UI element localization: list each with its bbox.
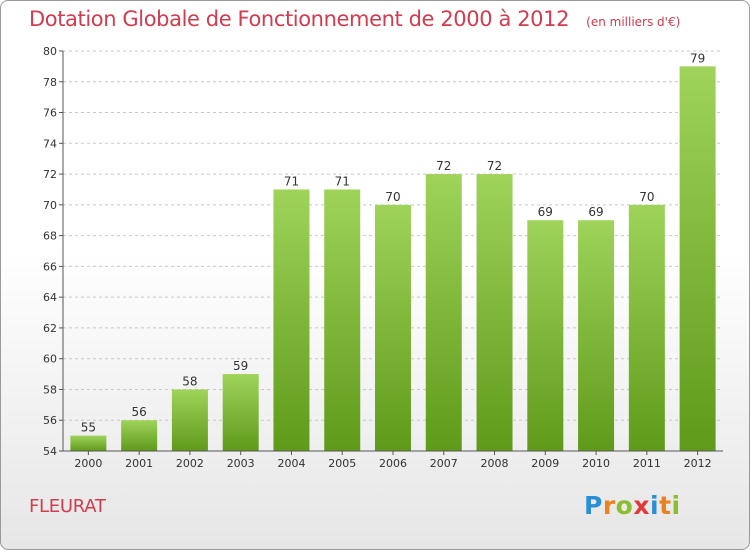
y-tick-label: 72 — [43, 168, 57, 181]
logo-letter: t — [659, 491, 672, 520]
logo-letter: x — [633, 491, 650, 520]
logo-letter: i — [650, 491, 660, 520]
logo-letter: i — [671, 491, 681, 520]
bar — [425, 174, 462, 452]
data-label: 72 — [436, 159, 451, 173]
bar — [273, 189, 310, 451]
commune-name: FLEURAT — [29, 496, 106, 517]
bar — [222, 374, 259, 451]
y-tick-label: 78 — [43, 76, 57, 89]
data-label: 69 — [538, 205, 553, 219]
x-tick-label: 2005 — [328, 457, 356, 470]
logo-letter: r — [602, 491, 616, 520]
data-label: 79 — [690, 51, 705, 65]
x-tick-label: 2006 — [379, 457, 407, 470]
x-tick-label: 2008 — [481, 457, 509, 470]
data-label: 58 — [182, 374, 197, 388]
data-label: 69 — [588, 205, 603, 219]
x-tick-label: 2001 — [125, 457, 153, 470]
data-label: 71 — [335, 174, 350, 188]
bars — [70, 66, 716, 452]
data-label: 70 — [385, 190, 400, 204]
x-tick-label: 2009 — [531, 457, 559, 470]
data-label: 71 — [284, 174, 299, 188]
data-label: 72 — [487, 159, 502, 173]
bar — [375, 204, 411, 451]
chart-title: Dotation Globale de Fonctionnement de 20… — [29, 7, 570, 31]
bar — [121, 420, 158, 451]
bar — [171, 389, 208, 451]
bar — [679, 66, 716, 451]
logo-letter: o — [615, 491, 634, 520]
bar — [70, 435, 107, 451]
data-label: 59 — [233, 359, 248, 373]
y-tick-label: 58 — [43, 383, 57, 396]
y-tick-label: 56 — [43, 414, 57, 427]
y-tick-label: 60 — [43, 353, 57, 366]
y-tick-label: 68 — [43, 230, 57, 243]
x-tick-label: 2003 — [227, 457, 255, 470]
logo-letter: P — [584, 491, 603, 520]
proxiti-logo: Proxiti — [584, 491, 681, 520]
bar — [476, 174, 513, 452]
y-tick-label: 62 — [43, 322, 57, 335]
x-tick-label: 2012 — [684, 457, 712, 470]
bar — [628, 204, 665, 451]
axes — [62, 51, 723, 452]
x-tick-label: 2010 — [582, 457, 610, 470]
x-tick-label: 2000 — [74, 457, 102, 470]
bar — [527, 220, 564, 451]
x-tick-label: 2011 — [633, 457, 661, 470]
y-tick-label: 74 — [43, 137, 57, 150]
y-tick-label: 66 — [43, 260, 57, 273]
bar — [324, 189, 361, 451]
y-tick-label: 64 — [43, 291, 57, 304]
chart-title-block: Dotation Globale de Fonctionnement de 20… — [29, 7, 680, 31]
y-tick-label: 80 — [43, 45, 57, 58]
y-axis-ticks: 54 56 58 60 62 64 66 68 70 72 74 76 78 80 — [43, 45, 63, 458]
bar — [578, 220, 615, 451]
chart-unit: (en milliers d'€) — [586, 15, 681, 29]
x-axis-ticks: 2000 2001 2002 2003 2004 2005 2006 2007 2008 2009… — [74, 451, 712, 470]
x-tick-label: 2002 — [176, 457, 204, 470]
data-label: 55 — [81, 421, 96, 435]
data-labels: 55 56 58 59 71 71 70 72 72 69 69 70 79 — [81, 51, 706, 434]
y-tick-label: 70 — [43, 199, 57, 212]
y-tick-label: 76 — [43, 107, 57, 120]
x-tick-label: 2007 — [430, 457, 458, 470]
y-tick-label: 54 — [43, 445, 57, 458]
data-label: 70 — [639, 190, 654, 204]
x-tick-label: 2004 — [277, 457, 305, 470]
data-label: 56 — [132, 405, 147, 419]
